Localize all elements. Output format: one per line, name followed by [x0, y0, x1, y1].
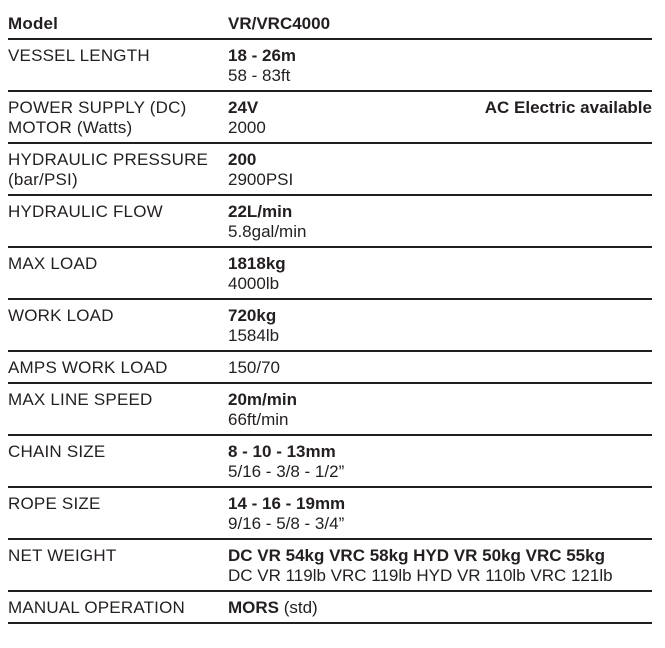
spec-value-secondary: (std)	[279, 598, 318, 617]
table-row: VESSEL LENGTH 18 - 26m 58 - 83ft	[8, 40, 652, 92]
table-row: ROPE SIZE 14 - 16 - 19mm 9/16 - 5/8 - 3/…	[8, 488, 652, 540]
spec-value-cell: 22L/min 5.8gal/min	[228, 202, 652, 242]
spec-value-cell: 720kg 1584lb	[228, 306, 652, 346]
spec-value-primary: 22L/min	[228, 202, 293, 221]
spec-value-primary: 1818kg	[228, 254, 286, 273]
spec-value-cell: 20m/min 66ft/min	[228, 390, 652, 430]
spec-label-cell: MANUAL OPERATION	[8, 598, 228, 618]
table-row: HYDRAULIC PRESSURE (bar/PSI) 200 2900PSI	[8, 144, 652, 196]
spec-label: VESSEL LENGTH	[8, 46, 150, 65]
spec-label: MAX LOAD	[8, 254, 98, 273]
table-row: MAX LOAD 1818kg 4000lb	[8, 248, 652, 300]
table-row: HYDRAULIC FLOW 22L/min 5.8gal/min	[8, 196, 652, 248]
table-row: POWER SUPPLY (DC) MOTOR (Watts) 24V 2000…	[8, 92, 652, 144]
spec-value-cell: MORS (std)	[228, 598, 652, 618]
model-header-value: VR/VRC4000	[228, 14, 331, 33]
spec-value-sub: 4000lb	[228, 274, 280, 293]
spec-value-sub: DC VR 119lb VRC 119lb HYD VR 110lb VRC 1…	[228, 566, 613, 585]
spec-table: Model VR/VRC4000 VESSEL LENGTH 18 - 26m …	[8, 8, 652, 624]
table-row: CHAIN SIZE 8 - 10 - 13mm 5/16 - 3/8 - 1/…	[8, 436, 652, 488]
spec-value-cell: 24V 2000	[228, 98, 485, 138]
spec-label: CHAIN SIZE	[8, 442, 106, 461]
spec-label-cell: ROPE SIZE	[8, 494, 228, 514]
spec-label: HYDRAULIC PRESSURE	[8, 150, 209, 169]
spec-value-sub: 9/16 - 5/8 - 3/4”	[228, 514, 345, 533]
table-row: WORK LOAD 720kg 1584lb	[8, 300, 652, 352]
spec-label-cell: AMPS WORK LOAD	[8, 358, 228, 378]
spec-rows: VESSEL LENGTH 18 - 26m 58 - 83ft POWER S…	[8, 40, 652, 624]
spec-value-primary: 8 - 10 - 13mm	[228, 442, 336, 461]
spec-value-primary: DC VR 54kg VRC 58kg HYD VR 50kg VRC 55kg	[228, 546, 605, 565]
spec-value-primary: 14 - 16 - 19mm	[228, 494, 346, 513]
table-row: AMPS WORK LOAD 150/70	[8, 352, 652, 384]
spec-value-cell: 18 - 26m 58 - 83ft	[228, 46, 652, 86]
spec-label-cell: HYDRAULIC FLOW	[8, 202, 228, 222]
spec-label-cell: MAX LOAD	[8, 254, 228, 274]
spec-value: 8 - 10 - 13mm	[228, 442, 652, 462]
spec-label-sub: MOTOR (Watts)	[8, 118, 133, 137]
spec-value: 200	[228, 150, 652, 170]
spec-label: WORK LOAD	[8, 306, 114, 325]
spec-label: ROPE SIZE	[8, 494, 101, 513]
spec-value-primary: 24V	[228, 98, 259, 117]
spec-label: HYDRAULIC FLOW	[8, 202, 163, 221]
spec-value-cell: DC VR 54kg VRC 58kg HYD VR 50kg VRC 55kg…	[228, 546, 652, 586]
spec-value-primary: 720kg	[228, 306, 277, 325]
spec-value-primary: 18 - 26m	[228, 46, 297, 65]
spec-value: DC VR 54kg VRC 58kg HYD VR 50kg VRC 55kg	[228, 546, 652, 566]
spec-label-cell: POWER SUPPLY (DC) MOTOR (Watts)	[8, 98, 228, 138]
spec-value-sub: 58 - 83ft	[228, 66, 291, 85]
spec-label: AMPS WORK LOAD	[8, 358, 168, 377]
table-row: NET WEIGHT DC VR 54kg VRC 58kg HYD VR 50…	[8, 540, 652, 592]
table-row: MAX LINE SPEED 20m/min 66ft/min	[8, 384, 652, 436]
table-header-row: Model VR/VRC4000	[8, 8, 652, 40]
spec-value: 150/70	[228, 358, 652, 378]
spec-value-sub: 2000	[228, 118, 266, 137]
spec-value-sub: 5/16 - 3/8 - 1/2”	[228, 462, 345, 481]
spec-value-primary: MORS	[228, 598, 279, 617]
spec-label-cell: CHAIN SIZE	[8, 442, 228, 462]
spec-value-sub: 1584lb	[228, 326, 280, 345]
spec-value: 14 - 16 - 19mm	[228, 494, 652, 514]
spec-value-primary: 200	[228, 150, 257, 169]
spec-label-cell: HYDRAULIC PRESSURE (bar/PSI)	[8, 150, 228, 190]
spec-value: 24V	[228, 98, 485, 118]
spec-label-cell: WORK LOAD	[8, 306, 228, 326]
spec-value: 18 - 26m	[228, 46, 652, 66]
model-header-label: Model	[8, 14, 59, 33]
spec-value-secondary: 150/70	[228, 358, 280, 377]
spec-value: 1818kg	[228, 254, 652, 274]
spec-value: MORS (std)	[228, 598, 652, 618]
spec-label: POWER SUPPLY (DC)	[8, 98, 187, 117]
spec-value: 720kg	[228, 306, 652, 326]
table-row: MANUAL OPERATION MORS (std)	[8, 592, 652, 624]
spec-label-cell: VESSEL LENGTH	[8, 46, 228, 66]
spec-value-cell: 8 - 10 - 13mm 5/16 - 3/8 - 1/2”	[228, 442, 652, 482]
spec-value-cell: 1818kg 4000lb	[228, 254, 652, 294]
spec-label: NET WEIGHT	[8, 546, 117, 565]
spec-value-sub: 5.8gal/min	[228, 222, 307, 241]
spec-label-cell: NET WEIGHT	[8, 546, 228, 566]
spec-value: 22L/min	[228, 202, 652, 222]
spec-value: 20m/min	[228, 390, 652, 410]
spec-value-cell: 150/70	[228, 358, 652, 378]
spec-note: AC Electric available	[484, 98, 652, 117]
spec-value-cell: 200 2900PSI	[228, 150, 652, 190]
spec-label-sub: (bar/PSI)	[8, 170, 78, 189]
spec-label: MANUAL OPERATION	[8, 598, 186, 617]
spec-value-primary: 20m/min	[228, 390, 297, 409]
spec-label-cell: MAX LINE SPEED	[8, 390, 228, 410]
spec-value-sub: 2900PSI	[228, 170, 294, 189]
spec-label: MAX LINE SPEED	[8, 390, 153, 409]
spec-value-sub: 66ft/min	[228, 410, 289, 429]
spec-value-cell: 14 - 16 - 19mm 9/16 - 5/8 - 3/4”	[228, 494, 652, 534]
